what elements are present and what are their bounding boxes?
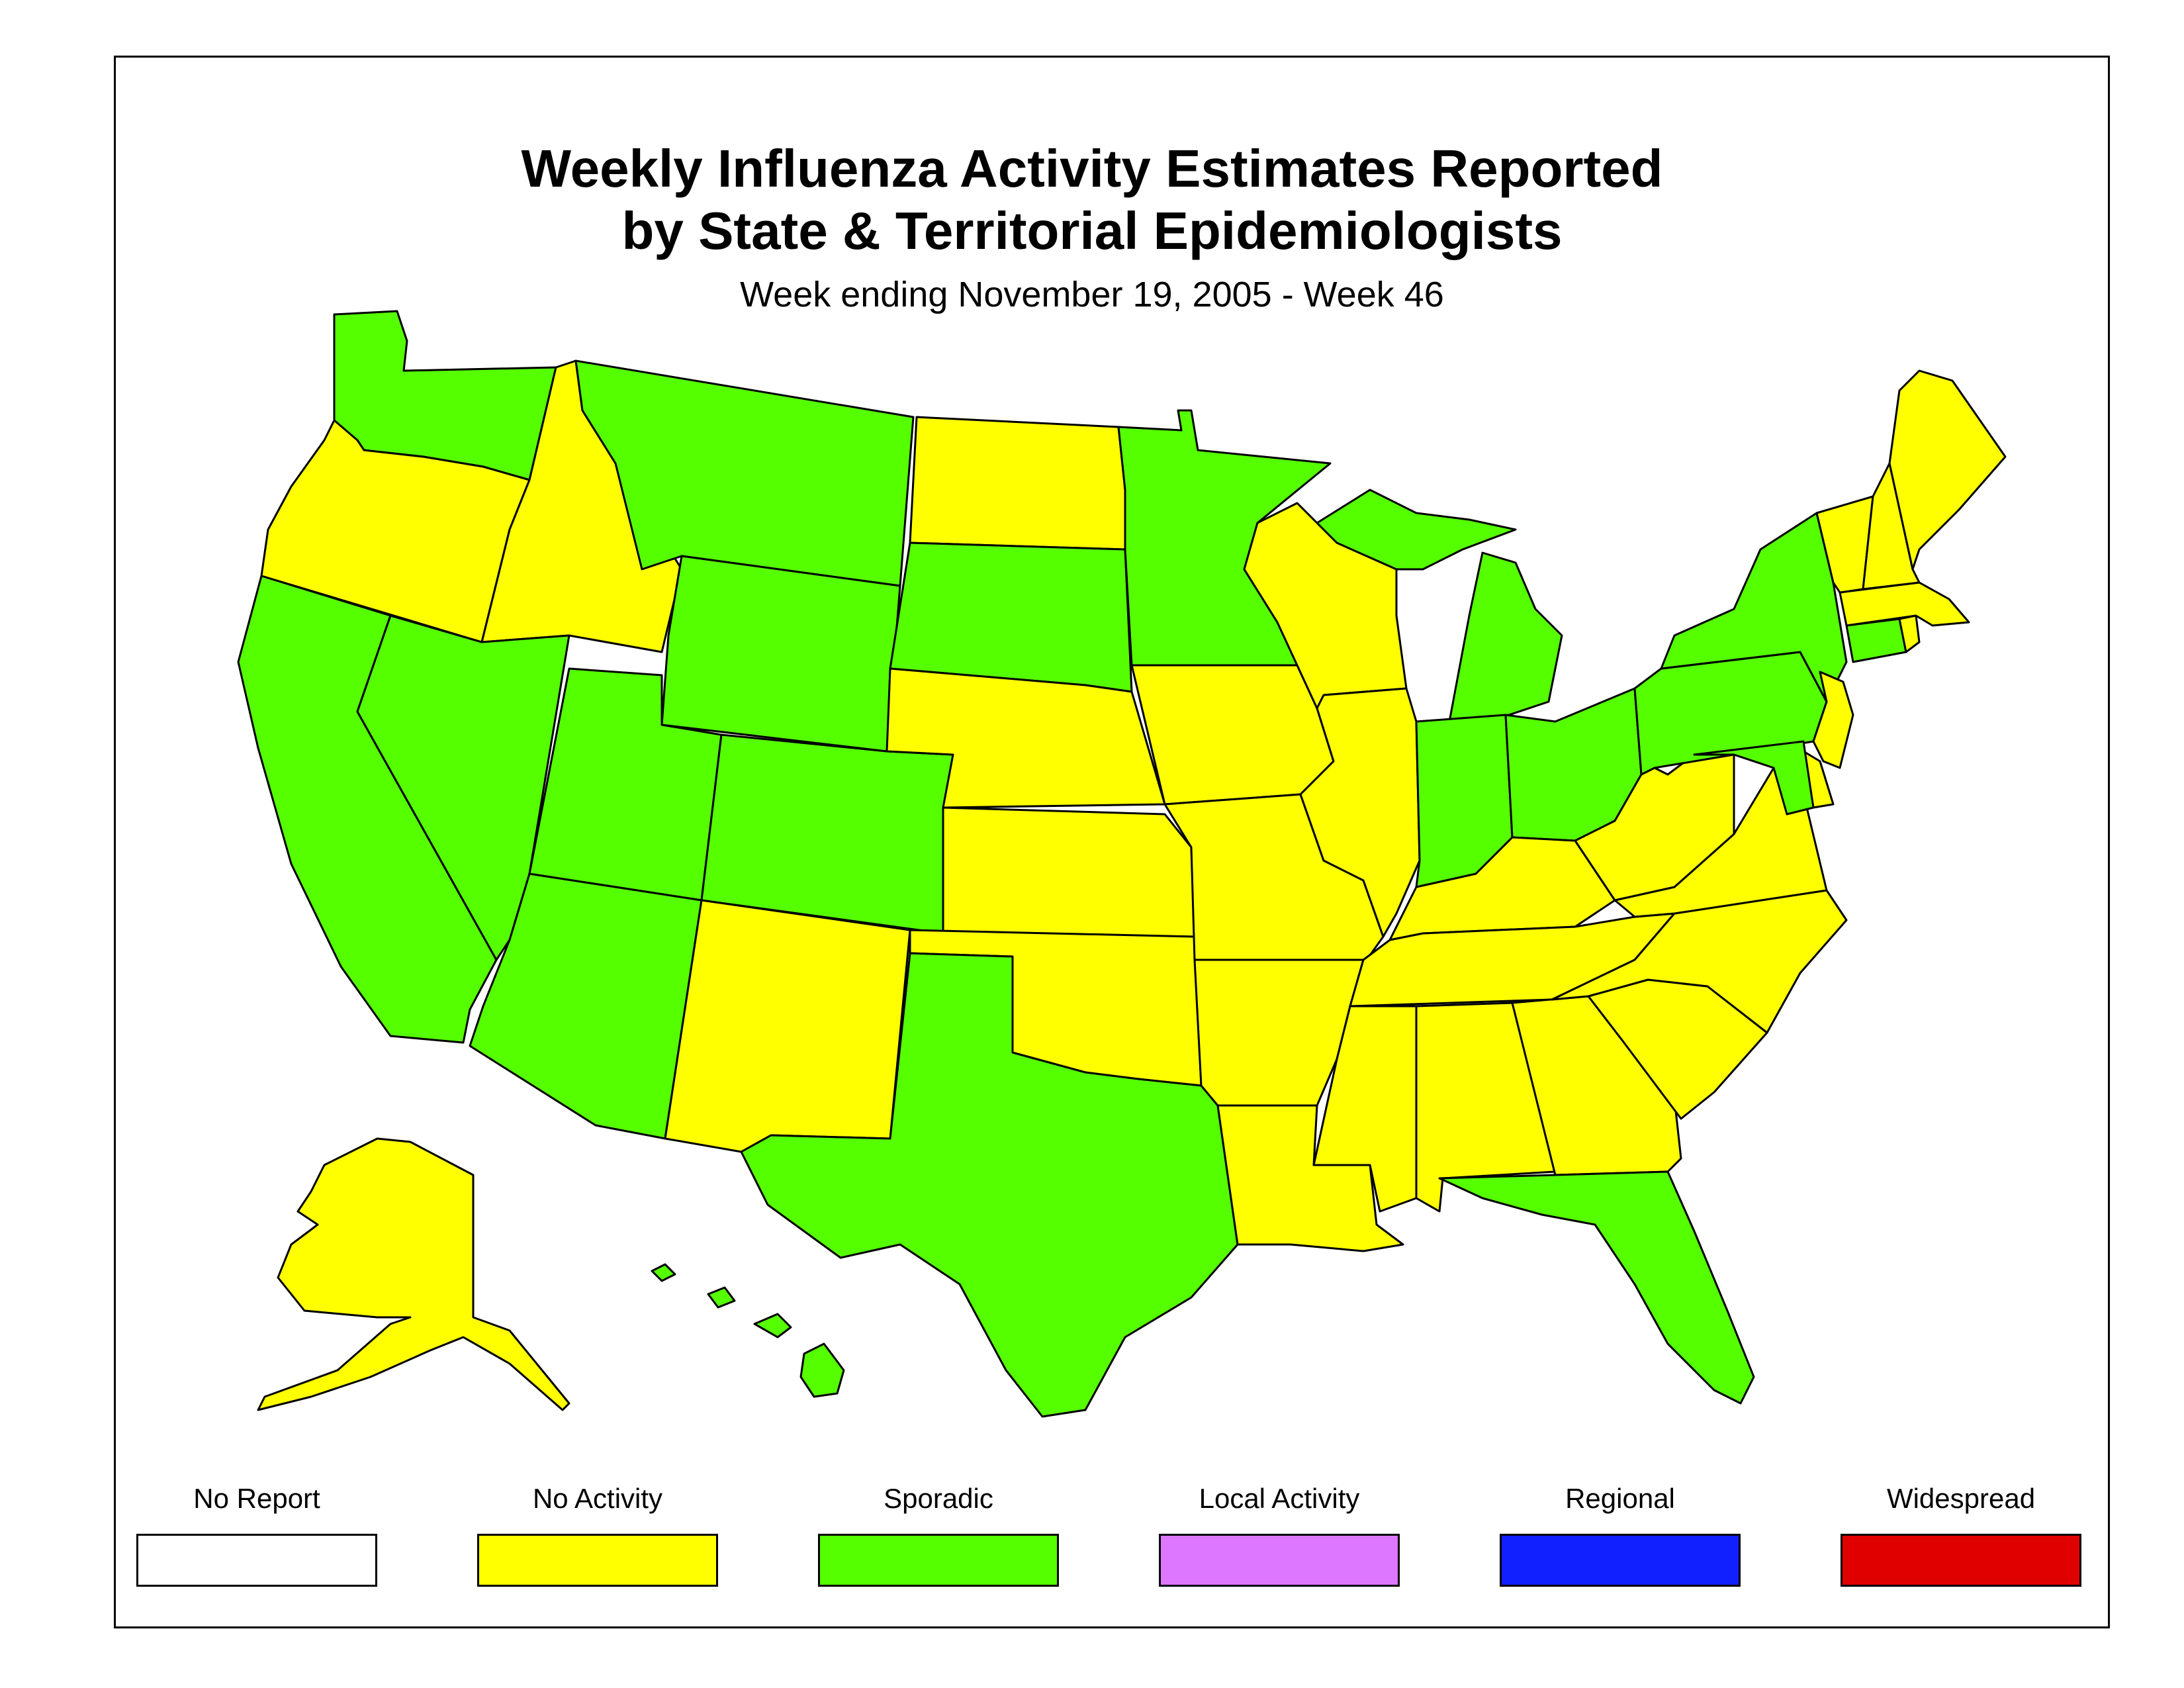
legend-swatch-no-activity bbox=[477, 1534, 718, 1587]
map-subtitle: Week ending November 19, 2005 - Week 46 bbox=[740, 275, 1444, 314]
state-HI-maui[interactable] bbox=[753, 1313, 792, 1338]
legend-swatch-sporadic bbox=[818, 1534, 1059, 1587]
legend-label-sporadic: Sporadic bbox=[884, 1483, 993, 1514]
state-ND[interactable] bbox=[909, 416, 1126, 551]
state-MA[interactable] bbox=[1839, 581, 1970, 627]
map-title: Weekly Influenza Activity Estimates Repo… bbox=[0, 138, 2184, 262]
legend-swatch-widespread bbox=[1841, 1534, 2081, 1587]
state-IA[interactable] bbox=[1130, 664, 1335, 806]
state-VT[interactable] bbox=[1815, 495, 1874, 594]
title-line-2: by State & Territorial Epidemiologists bbox=[621, 201, 1563, 260]
state-CT[interactable] bbox=[1845, 618, 1907, 663]
state-HI-oahu[interactable] bbox=[707, 1286, 736, 1309]
state-WY[interactable] bbox=[660, 555, 901, 753]
state-WV[interactable] bbox=[1574, 753, 1735, 902]
state-AK[interactable] bbox=[257, 1137, 570, 1411]
state-IL[interactable] bbox=[1299, 687, 1421, 938]
title-line-1: Weekly Influenza Activity Estimates Repo… bbox=[521, 139, 1663, 198]
state-TX[interactable] bbox=[740, 952, 1239, 1418]
state-HI-kauai[interactable] bbox=[651, 1263, 676, 1282]
state-NC[interactable] bbox=[1551, 889, 1848, 1034]
state-MD[interactable] bbox=[1693, 740, 1815, 816]
state-MI-UP[interactable] bbox=[1316, 489, 1517, 571]
state-LA[interactable] bbox=[1216, 1104, 1404, 1252]
legend-swatch-local-activity bbox=[1159, 1534, 1400, 1587]
legend-swatch-regional bbox=[1500, 1534, 1741, 1587]
legend-label-no-activity: No Activity bbox=[532, 1483, 663, 1514]
state-ME[interactable] bbox=[1888, 369, 2007, 571]
state-MI[interactable] bbox=[1448, 551, 1563, 723]
legend-label-no-report: No Report bbox=[193, 1483, 320, 1514]
state-NH[interactable] bbox=[1862, 462, 1921, 590]
legend-label-widespread: Widespread bbox=[1886, 1483, 2036, 1514]
state-HI[interactable] bbox=[799, 1342, 845, 1398]
state-CO[interactable] bbox=[700, 733, 954, 935]
legend-label-regional: Regional bbox=[1565, 1483, 1675, 1514]
map-frame bbox=[114, 56, 2110, 1628]
state-SD[interactable] bbox=[889, 541, 1133, 693]
state-NJ[interactable] bbox=[1812, 671, 1854, 769]
state-MT[interactable] bbox=[574, 359, 915, 587]
state-NE[interactable] bbox=[886, 667, 1166, 809]
state-NM[interactable] bbox=[664, 899, 911, 1153]
legend-swatch-no-report bbox=[136, 1534, 377, 1587]
state-FL[interactable] bbox=[1438, 1170, 1755, 1405]
legend-label-local-activity: Local Activity bbox=[1199, 1483, 1360, 1514]
state-KS[interactable] bbox=[942, 806, 1196, 938]
